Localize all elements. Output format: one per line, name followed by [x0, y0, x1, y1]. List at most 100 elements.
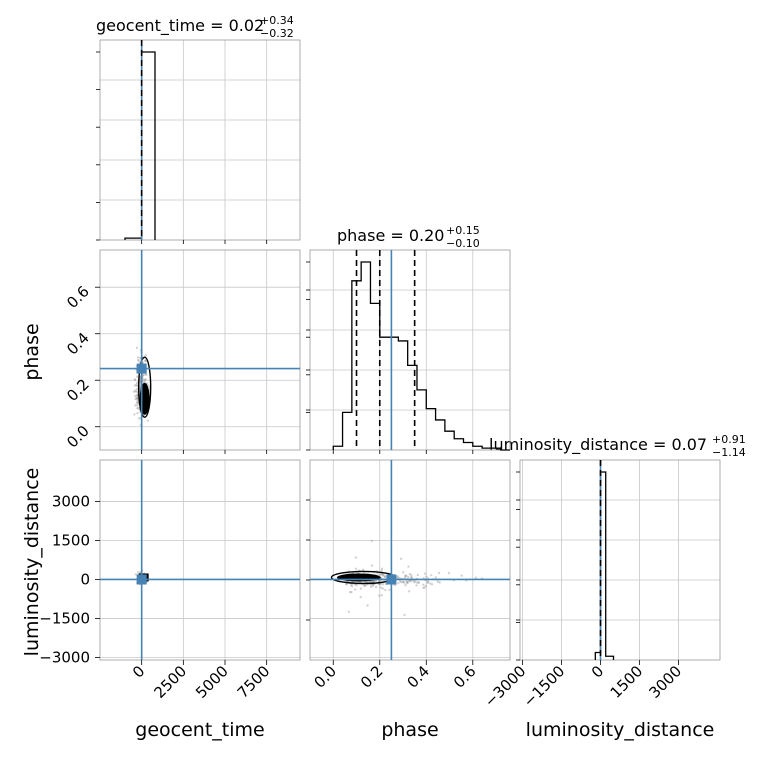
scatter-point: [405, 574, 408, 577]
scatter-point: [350, 583, 353, 587]
panel-frame: [99, 249, 301, 451]
panel-frame: [309, 459, 511, 661]
scatter-point: [407, 590, 411, 593]
scatter-point: [474, 576, 478, 579]
scatter-point: [406, 580, 409, 584]
scatter-point: [379, 573, 382, 576]
scatter-point: [134, 389, 137, 392]
scatter-point: [381, 573, 385, 576]
scatter-point: [438, 581, 441, 584]
scatter-point: [136, 393, 139, 397]
scatter-point: [135, 383, 138, 387]
scatter-point: [383, 575, 386, 579]
scatter-point: [134, 573, 137, 576]
x-tick-label: −1500: [520, 662, 569, 711]
y-tick-label: 3000: [52, 493, 90, 511]
scatter-point: [434, 576, 437, 579]
scatter-point: [383, 574, 387, 577]
scatter-point: [422, 586, 425, 590]
x-tick-label: 1500: [607, 662, 647, 702]
scatter-point: [403, 613, 406, 617]
title-phase-upper: +0.15: [446, 224, 480, 237]
title-geocent-time-lower: −0.32: [260, 27, 294, 40]
scatter-point: [371, 584, 375, 588]
title-phase: phase = 0.20: [337, 226, 444, 245]
scatter-point: [136, 396, 139, 400]
scatter-point: [136, 398, 139, 401]
x-tick-label: 7500: [234, 662, 274, 702]
y-tick-label: 0: [80, 570, 90, 588]
scatter-point: [134, 394, 137, 398]
truth-point: [136, 363, 147, 374]
scatter-point: [134, 390, 138, 393]
scatter-point: [423, 586, 426, 589]
title-geocent-time-upper: +0.34: [260, 14, 294, 27]
panel-layer: [310, 460, 510, 660]
scatter-point: [426, 581, 429, 585]
scatter-point: [144, 354, 148, 357]
y-tick-label: 0.0: [63, 422, 93, 452]
scatter-point: [136, 356, 140, 359]
panel-frame: [309, 249, 511, 451]
title-luminosity-distance: luminosity_distance = 0.07: [489, 435, 707, 455]
y-tick-label: −3000: [39, 648, 90, 666]
scatter-point: [366, 604, 369, 607]
scatter-point: [426, 580, 430, 584]
scatter-point: [344, 583, 348, 586]
scatter-point: [144, 359, 147, 362]
scatter-point: [133, 378, 137, 381]
scatter-point: [436, 580, 440, 584]
truth-point: [386, 574, 397, 585]
scatter-point: [144, 378, 147, 381]
scatter-point: [380, 594, 383, 597]
x-tick-label: 0: [129, 662, 148, 681]
y-tick-label: 1500: [52, 532, 90, 550]
scatter-point: [142, 373, 145, 377]
scatter-point: [136, 401, 140, 404]
y-tick-label: 0.4: [63, 329, 93, 359]
title-phase-lower: −0.10: [446, 237, 480, 250]
x-tick-label: 0.6: [450, 662, 480, 692]
scatter-point: [404, 574, 407, 577]
scatter-point: [380, 573, 383, 576]
scatter-point: [410, 574, 413, 577]
scatter-point: [401, 580, 405, 584]
scatter-point: [417, 580, 420, 584]
scatter-point: [135, 381, 139, 385]
scatter-point: [402, 571, 405, 574]
ylabel-phase: phase: [21, 323, 43, 380]
scatter-point: [354, 556, 358, 559]
scatter-point: [415, 581, 419, 584]
scatter-point: [143, 378, 146, 382]
x-tick-label: 0.0: [310, 662, 340, 692]
scatter-point: [413, 580, 417, 583]
scatter-point: [133, 413, 136, 416]
scatter-point: [135, 396, 139, 400]
scatter-point: [426, 580, 430, 583]
title-geocent-time: geocent_time = 0.02: [96, 16, 264, 36]
scatter-point: [136, 411, 139, 415]
scatter-point: [407, 565, 410, 568]
scatter-point: [404, 583, 407, 587]
scatter-point: [423, 572, 427, 575]
x-tick-label: 3000: [646, 662, 686, 702]
scatter-point: [361, 568, 365, 572]
scatter-point: [372, 580, 375, 583]
scatter-point: [388, 588, 391, 592]
scatter-point: [410, 576, 413, 579]
scatter-point: [379, 583, 383, 586]
scatter-point: [364, 583, 367, 586]
scatter-point: [146, 419, 150, 422]
x-tick-label: 0.2: [357, 662, 387, 692]
histogram-luminosity_distance: [594, 471, 615, 660]
scatter-point: [134, 397, 137, 401]
scatter-point: [137, 359, 140, 363]
scatter-point: [372, 579, 376, 583]
xlabel-geocent-time: geocent_time: [135, 719, 264, 741]
scatter-point: [135, 384, 139, 388]
scatter-point: [410, 576, 413, 579]
scatter-point: [133, 378, 137, 382]
scatter-point: [135, 396, 138, 400]
histogram-phase: [332, 261, 510, 451]
scatter-point: [408, 572, 412, 576]
